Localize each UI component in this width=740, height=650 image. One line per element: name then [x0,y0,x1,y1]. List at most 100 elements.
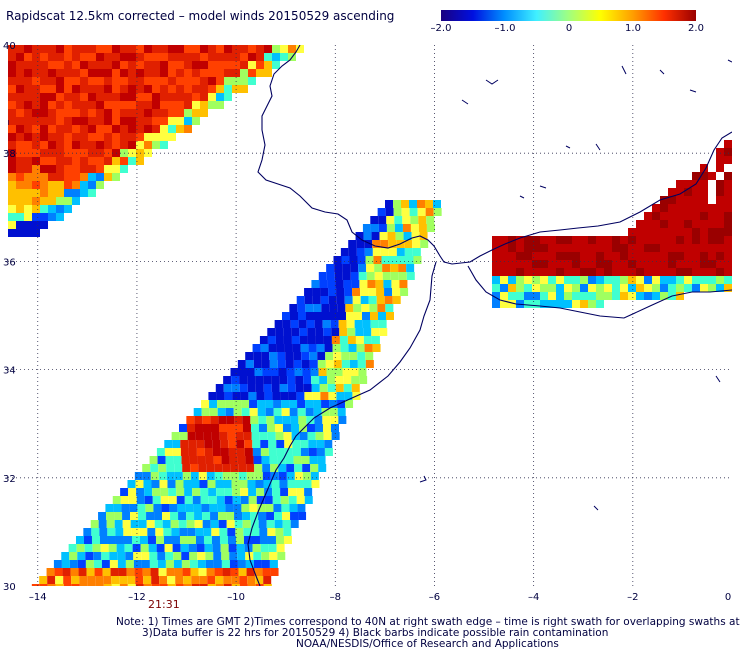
swath-cell [204,448,213,456]
swath-cell [644,260,652,268]
swath-cell [556,292,564,300]
swath-cell [231,384,240,392]
swath-cell [40,109,48,117]
swath-cell [692,204,700,212]
swath-cell [148,544,157,552]
swath-cell [144,93,152,101]
swath-cell [306,424,315,432]
swath-cell [257,400,266,408]
swath-cell [264,53,272,61]
swath-cell [136,93,144,101]
swath-cell [636,268,644,276]
swath-cell [160,488,169,496]
swath-cell [620,236,628,244]
swath-cell [48,165,56,173]
swath-cell [24,45,32,53]
swath-cell [356,248,365,256]
swath-cell [215,584,224,586]
swath-cell [211,432,220,440]
swath-cell [540,276,548,284]
swath-cell [310,472,319,480]
swath-cell [192,101,200,109]
swath-cell [332,344,341,352]
swath-cell [160,101,168,109]
swath-cell [337,312,346,320]
swath-cell [342,272,351,280]
swath-cell [130,512,139,520]
swath-cell [692,244,700,252]
swath-cell [254,568,263,576]
swath-cell [167,584,176,586]
swath-cell [426,224,435,232]
swath-cell [532,300,540,308]
swath-cell [540,300,548,308]
swath-cell [72,141,80,149]
swath-cell [133,560,142,568]
swath-cell [96,45,104,53]
swath-cell [152,69,160,77]
swath-cell [152,93,160,101]
swath-cell [80,125,88,133]
swath-cell [385,304,394,312]
swath-cell [260,448,269,456]
swath-cell [240,77,248,85]
swath-cell [508,284,516,292]
swath-cell [500,284,508,292]
swath-cell [258,512,267,520]
swath-cell [184,117,192,125]
swath-cell [384,296,393,304]
swath-cell [700,196,708,204]
swath-cell [128,53,136,61]
swath-cell [342,368,351,376]
swath-cell [130,520,139,528]
swath-cell [612,244,620,252]
swath-cell [24,205,32,213]
swath-cell [56,69,64,77]
swath-cell [256,45,264,53]
swath-cell [308,344,317,352]
swath-cell [303,376,312,384]
colorbar-tick-label: 0 [566,23,572,34]
swath-cell [398,264,407,272]
swath-cell [700,180,708,188]
swath-cell [724,148,732,156]
swath-cell [157,456,166,464]
swath-cell [341,256,350,264]
swath-cell [8,141,16,149]
swath-cell [297,400,306,408]
swath-cell [684,276,692,284]
swath-cell [355,328,364,336]
swath-cell [136,125,144,133]
swath-cell [285,352,294,360]
swath-cell [238,568,247,576]
swath-cell [230,464,239,472]
swath-cell [171,536,180,544]
swath-cell [210,416,219,424]
swath-cell [363,232,372,240]
swath-cell [604,244,612,252]
swath-cell [121,504,130,512]
swath-cell [596,244,604,252]
swath-cell [580,292,588,300]
swath-cell [339,336,348,344]
swath-cell [110,568,119,576]
swath-cell [207,576,216,584]
swath-cell [136,45,144,53]
swath-cell [62,568,71,576]
swath-cell [194,416,203,424]
swath-cell [269,552,278,560]
swath-cell [147,528,156,536]
swath-cell [684,268,692,276]
swath-cell [676,252,684,260]
swath-cell [588,260,596,268]
swath-cell [48,205,56,213]
swath-cell [175,584,184,586]
swath-cell [193,504,202,512]
swath-cell [16,45,24,53]
swath-cell [301,352,310,360]
swath-cell [240,69,248,77]
swath-cell [724,260,732,268]
swath-cell [668,284,676,292]
swath-cell [572,252,580,260]
swath-cell [320,392,329,400]
